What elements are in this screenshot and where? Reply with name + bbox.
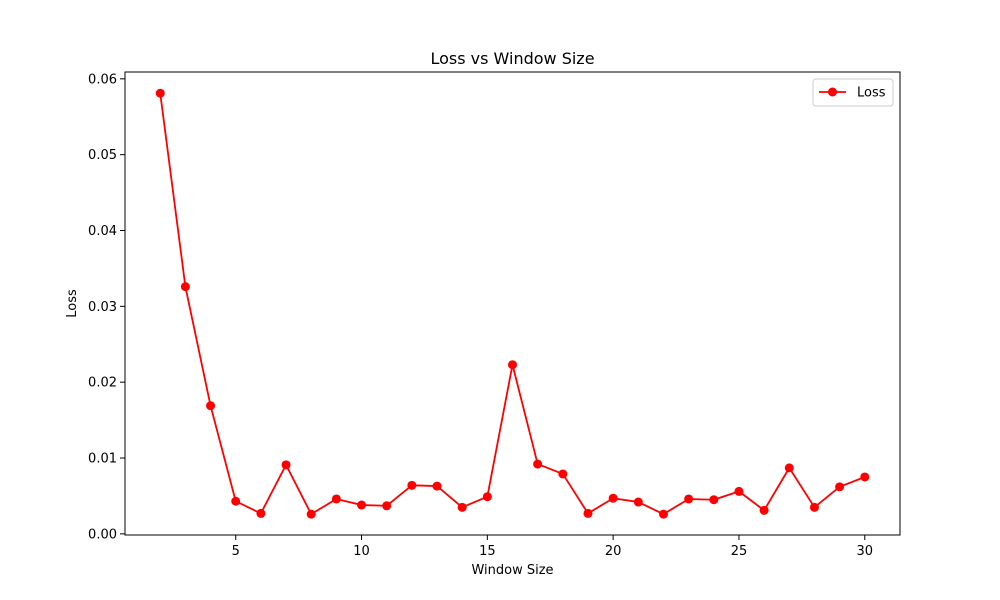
data-point — [457, 502, 467, 512]
data-point — [734, 486, 744, 496]
series-layer — [155, 88, 870, 519]
x-tick-label: 10 — [353, 544, 370, 559]
y-axis-label: Loss — [65, 289, 80, 318]
x-axis-label: Window Size — [471, 563, 553, 578]
data-point — [206, 401, 216, 411]
data-point — [583, 508, 593, 518]
data-point — [432, 481, 442, 491]
data-point — [860, 472, 870, 482]
data-point — [231, 496, 241, 506]
y-tick-label: 0.04 — [88, 224, 117, 239]
data-point — [835, 482, 845, 492]
data-point — [382, 501, 392, 511]
y-axis-ticks: 0.00 0.01 0.02 0.03 0.04 0.05 0.06 — [88, 72, 125, 542]
data-point — [759, 505, 769, 515]
x-tick-label: 15 — [479, 544, 496, 559]
y-tick-label: 0.01 — [88, 452, 117, 467]
plot-area-frame — [124, 71, 901, 536]
data-point — [180, 282, 190, 292]
data-point — [407, 480, 417, 490]
data-point — [558, 469, 568, 479]
legend-box — [812, 78, 894, 107]
data-point — [482, 492, 492, 502]
data-point — [784, 463, 794, 473]
chart-title: Loss vs Window Size — [430, 49, 594, 68]
data-point — [281, 460, 291, 470]
data-point — [256, 508, 266, 518]
y-tick-label: 0.02 — [88, 376, 117, 391]
y-tick-label: 0.06 — [88, 72, 117, 87]
x-tick-label: 30 — [856, 544, 873, 559]
y-tick-label: 0.05 — [88, 148, 117, 163]
y-tick-label: 0.00 — [88, 527, 117, 542]
data-point — [633, 497, 643, 507]
y-tick-label: 0.03 — [88, 300, 117, 315]
data-point — [809, 502, 819, 512]
data-point — [533, 459, 543, 469]
data-point — [684, 494, 694, 504]
data-point — [331, 494, 341, 504]
data-point — [155, 88, 165, 98]
legend-entry-loss: Loss — [857, 86, 886, 101]
x-axis-ticks: 5 10 15 20 25 30 — [232, 535, 873, 559]
data-point — [357, 500, 367, 510]
x-tick-label: 20 — [605, 544, 622, 559]
legend: Loss — [812, 78, 894, 107]
data-point — [508, 360, 517, 370]
data-point — [709, 495, 719, 505]
legend-marker-swatch — [828, 87, 837, 97]
data-point — [306, 509, 316, 519]
data-point — [608, 493, 618, 503]
x-tick-label: 25 — [731, 544, 748, 559]
x-tick-label: 5 — [232, 544, 240, 559]
data-point — [658, 509, 668, 519]
